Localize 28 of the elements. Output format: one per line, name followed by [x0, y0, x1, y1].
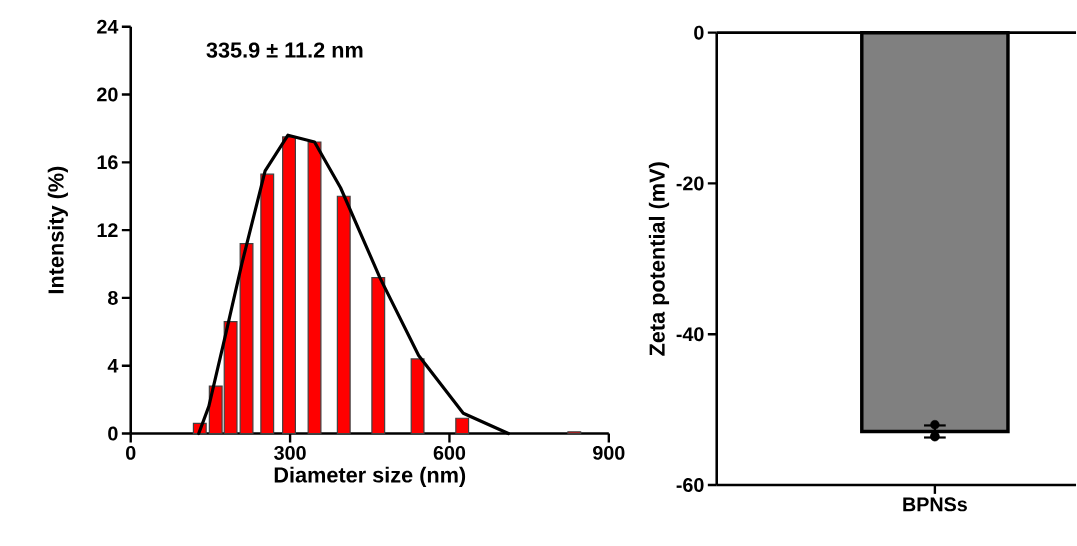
y-tick-label: -60: [676, 477, 704, 492]
x-tick-label: 600: [433, 445, 466, 460]
x-tick-label: 300: [274, 445, 306, 460]
bar: [455, 417, 470, 434]
y-tick-label: 16: [97, 155, 118, 170]
y-tick-label: -20: [676, 176, 704, 191]
bar: [282, 136, 296, 434]
y-axis-title: Zeta potential (mV): [648, 162, 670, 356]
y-tick-label: 20: [97, 87, 118, 102]
bar: [260, 173, 275, 434]
x-tick-label: BPNSs: [903, 497, 967, 512]
bar: [307, 141, 322, 434]
bar: [336, 195, 351, 434]
bar: [239, 242, 254, 434]
annotation: 335.9 ± 11.2 nm: [206, 42, 363, 58]
y-tick-label: 8: [108, 290, 118, 305]
y-tick-label: 0: [694, 25, 704, 40]
x-tick-label: 900: [593, 445, 625, 460]
y-tick-label: 12: [97, 223, 118, 237]
bar: [371, 276, 386, 434]
y-tick-label: 0: [108, 426, 118, 441]
bar: [410, 358, 425, 434]
y-tick-label: -40: [676, 327, 704, 342]
x-tick-label: 0: [126, 445, 136, 460]
x-axis-title: Diameter size (nm): [274, 466, 466, 487]
y-tick-label: 24: [97, 19, 119, 34]
y-axis-title: Intensity (%): [47, 166, 68, 293]
y-tick-label: 4: [107, 358, 119, 373]
